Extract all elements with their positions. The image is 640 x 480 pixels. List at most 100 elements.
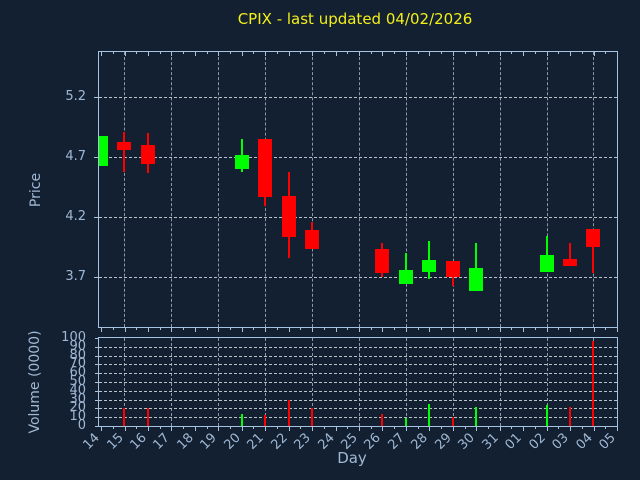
tick-mark (593, 52, 595, 56)
tick-mark (429, 52, 431, 56)
tick-mark (276, 427, 278, 429)
tick-mark (464, 52, 466, 54)
tick-mark (218, 328, 220, 332)
candle-wick-day-03 (569, 243, 571, 266)
tick-mark (511, 328, 513, 330)
tick-mark (276, 52, 278, 54)
candle-body-day-02 (539, 255, 554, 272)
tick-mark (95, 417, 98, 419)
tick-mark (499, 52, 501, 56)
tick-mark (335, 52, 337, 56)
tick-mark (194, 52, 196, 56)
tick-mark (323, 52, 325, 54)
tick-mark (94, 276, 98, 278)
price-tick-label: 5.2 (65, 89, 86, 105)
tick-mark (159, 427, 161, 429)
day-gridline (218, 52, 220, 327)
volume-bar-day-03 (569, 406, 571, 426)
volume-bar-day-26 (381, 413, 384, 426)
volume-bar-day-21 (264, 414, 267, 426)
tick-mark (476, 427, 478, 431)
tick-mark (487, 427, 489, 429)
tick-mark (347, 328, 349, 330)
tick-mark (581, 427, 583, 429)
tick-mark (605, 328, 607, 330)
price-gridline (99, 217, 617, 218)
volume-tick-label: 30 (69, 391, 86, 407)
volume-tick-label: 0 (77, 418, 86, 433)
tick-mark (358, 328, 360, 332)
volume-gridline (99, 408, 617, 410)
tick-mark (124, 52, 126, 56)
tick-mark (605, 52, 607, 54)
tick-mark (101, 52, 102, 56)
volume-panel (98, 337, 618, 427)
day-gridline (499, 52, 501, 327)
volume-bar-day-15 (123, 408, 126, 426)
price-axis-label: Price (28, 172, 44, 208)
candle-wick-day-02 (545, 236, 548, 272)
tick-mark (265, 427, 267, 431)
tick-mark (441, 52, 442, 54)
tick-mark (335, 427, 337, 431)
tick-mark (288, 52, 290, 56)
tick-mark (370, 52, 372, 54)
tick-mark (253, 427, 255, 429)
candle-body-day-26 (375, 249, 390, 274)
tick-mark (194, 328, 196, 332)
tick-mark (218, 52, 220, 56)
candle-body-day-20 (234, 154, 249, 170)
day-axis-label: Day (337, 449, 367, 467)
tick-mark (171, 328, 173, 332)
tick-mark (558, 328, 560, 330)
candle-body-day-14 (99, 135, 108, 166)
tick-mark (276, 328, 278, 330)
tick-mark (499, 427, 501, 431)
volume-tick-label: 40 (69, 382, 86, 398)
tick-mark (95, 346, 98, 348)
tick-mark (382, 328, 384, 332)
volume-gridline (99, 355, 617, 357)
volume-tick-label: 90 (69, 338, 86, 354)
tick-mark (511, 52, 513, 54)
candle-body-day-23 (305, 230, 319, 250)
volume-tick-label: 60 (69, 365, 86, 381)
tick-mark (394, 52, 396, 54)
volume-tick-label: 70 (69, 356, 86, 372)
tick-mark (300, 52, 302, 54)
tick-mark (300, 427, 302, 429)
tick-mark (511, 427, 513, 429)
volume-tick-label: 100 (61, 330, 86, 345)
tick-mark (147, 427, 149, 431)
volume-gridline (99, 417, 617, 419)
tick-mark (405, 52, 407, 56)
tick-mark (101, 427, 102, 431)
candle-body-day-27 (398, 269, 413, 284)
tick-mark (335, 328, 337, 332)
tick-mark (616, 52, 618, 56)
tick-mark (171, 427, 173, 431)
volume-bar-day-02 (545, 404, 548, 426)
tick-mark (312, 52, 313, 56)
volume-bar-day-28 (428, 404, 431, 426)
volume-bar-day-23 (311, 408, 313, 426)
volume-gridline (99, 364, 617, 366)
candle-body-day-04 (586, 229, 601, 247)
tick-mark (558, 52, 560, 54)
tick-mark (405, 328, 407, 332)
chart-title: CPIX - last updated 04/02/2026 (237, 10, 473, 28)
day-gridline (452, 52, 454, 327)
tick-mark (405, 427, 407, 431)
day-gridline (358, 52, 360, 327)
tick-mark (94, 217, 98, 218)
tick-mark (534, 52, 536, 54)
tick-mark (570, 427, 571, 431)
tick-mark (429, 328, 431, 332)
tick-mark (382, 52, 384, 56)
tick-mark (253, 328, 255, 330)
tick-mark (183, 328, 185, 330)
volume-bar-day-22 (287, 399, 290, 426)
price-tick-label: 4.7 (65, 149, 86, 165)
tick-mark (581, 328, 583, 330)
tick-mark (452, 52, 454, 56)
